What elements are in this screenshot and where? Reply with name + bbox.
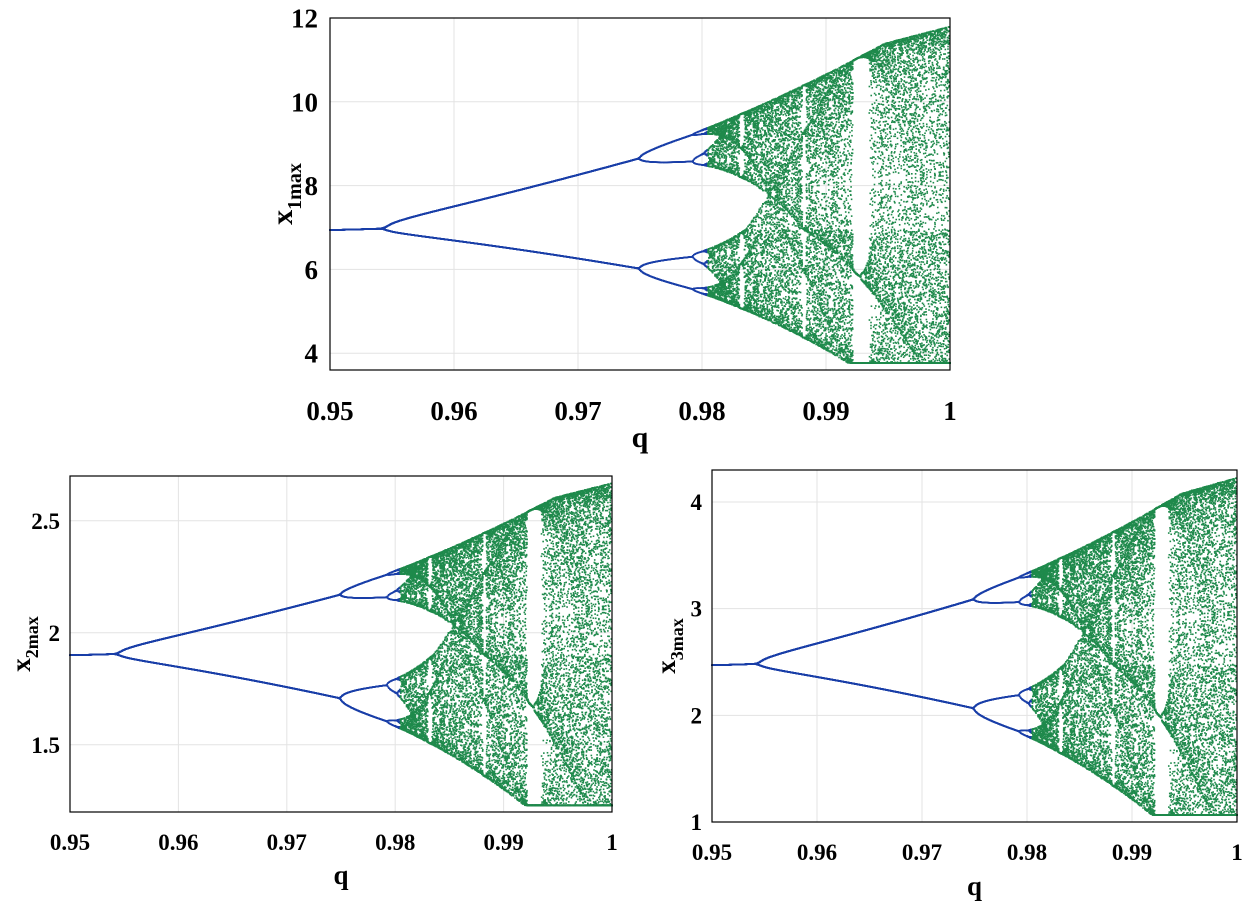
bifurcation-figure: 0.95 0.96 0.97 0.98 0.99 14681012qx1max0.95 0.… bbox=[0, 0, 1250, 907]
plot-area bbox=[330, 18, 950, 370]
